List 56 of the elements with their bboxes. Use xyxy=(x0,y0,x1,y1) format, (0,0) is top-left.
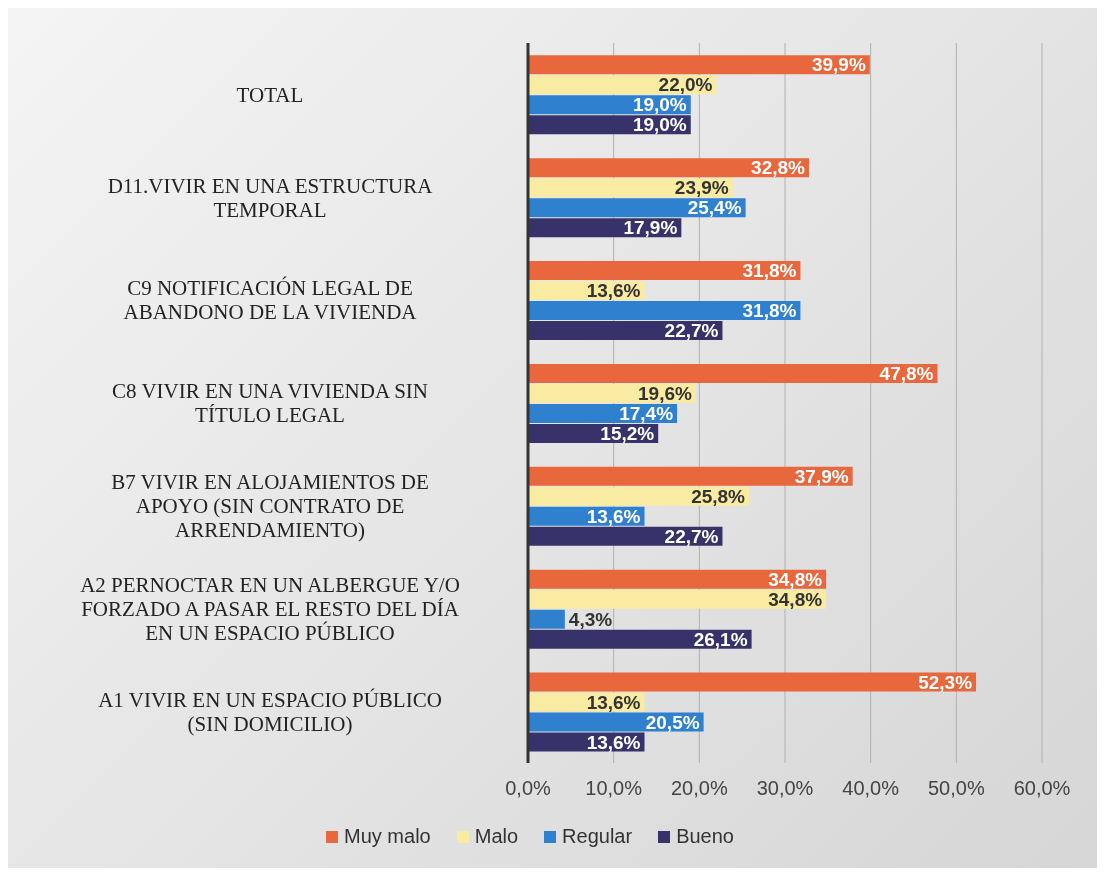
x-tick-label: 0,0% xyxy=(505,777,552,800)
bar xyxy=(528,672,977,692)
bar xyxy=(528,569,827,589)
data-label: 22,7% xyxy=(664,320,719,342)
data-label: 25,8% xyxy=(691,485,746,507)
data-label: 47,8% xyxy=(879,363,934,385)
bar xyxy=(528,158,809,178)
data-label: 17,9% xyxy=(623,217,678,239)
data-label: 31,8% xyxy=(742,300,797,322)
data-label: 17,4% xyxy=(619,403,674,425)
bar xyxy=(528,55,870,75)
data-label: 13,6% xyxy=(586,691,641,713)
x-tick-label: 30,0% xyxy=(756,777,814,800)
legend-label: Regular xyxy=(561,825,633,848)
x-tick-label: 40,0% xyxy=(842,777,900,800)
bar xyxy=(528,589,827,609)
bar xyxy=(528,261,801,281)
bar xyxy=(528,301,801,321)
y-tick-label: A2 PERNOCTAR EN UN ALBERGUE Y/O FORZADO A PASAR EL RESTO DEL DÍA EN UN ESPACIO PÚBLICO xyxy=(80,573,460,646)
data-label: 19,0% xyxy=(632,114,687,136)
data-label: 4,3% xyxy=(568,608,613,630)
data-label: 20,5% xyxy=(645,711,700,733)
legend-label: Muy malo xyxy=(343,825,431,848)
data-label: 52,3% xyxy=(918,671,973,693)
y-tick-label: D11.VIVIR EN UNA ESTRUCTURA TEMPORAL xyxy=(107,173,434,222)
data-label: 34,8% xyxy=(768,588,823,610)
bar xyxy=(528,609,565,629)
data-label: 34,8% xyxy=(768,568,823,590)
bar xyxy=(528,466,853,486)
y-tick-label: B7 VIVIR EN ALOJAMIENTOS DE APOYO (SIN CONTRATO DE ARRENDAMIENTO) xyxy=(111,470,429,543)
data-label: 22,0% xyxy=(658,74,713,96)
bar xyxy=(528,363,938,383)
data-label: 39,9% xyxy=(811,54,866,76)
data-label: 26,1% xyxy=(693,628,748,650)
data-label: 22,7% xyxy=(664,525,719,547)
data-label: 32,8% xyxy=(751,157,806,179)
legend-label: Bueno xyxy=(675,825,734,848)
y-tick-label: C9 NOTIFICACIÓN LEGAL DE ABANDONO DE LA VIVIENDA xyxy=(123,276,418,325)
y-tick-label: TOTAL xyxy=(236,82,304,107)
data-label: 37,9% xyxy=(794,465,849,487)
data-label: 31,8% xyxy=(742,260,797,282)
data-label: 19,0% xyxy=(632,94,687,116)
data-label: 25,4% xyxy=(687,197,742,219)
x-tick-label: 60,0% xyxy=(1013,777,1071,800)
y-tick-label: C8 VIVIR EN UNA VIVIENDA SIN TÍTULO LEGAL xyxy=(112,379,428,428)
data-label: 19,6% xyxy=(638,383,693,405)
data-label: 13,6% xyxy=(586,731,641,753)
x-tick-label: 20,0% xyxy=(670,777,728,800)
data-label: 13,6% xyxy=(586,505,641,527)
y-tick-label: A1 VIVIR EN UN ESPACIO PÚBLICO (SIN DOMICILIO) xyxy=(98,687,442,736)
x-tick-label: 10,0% xyxy=(585,777,643,800)
x-tick-label: 50,0% xyxy=(927,777,985,800)
data-label: 23,9% xyxy=(674,177,729,199)
legend-label: Malo xyxy=(473,825,519,848)
data-label: 13,6% xyxy=(586,280,641,302)
data-label: 15,2% xyxy=(600,423,655,445)
